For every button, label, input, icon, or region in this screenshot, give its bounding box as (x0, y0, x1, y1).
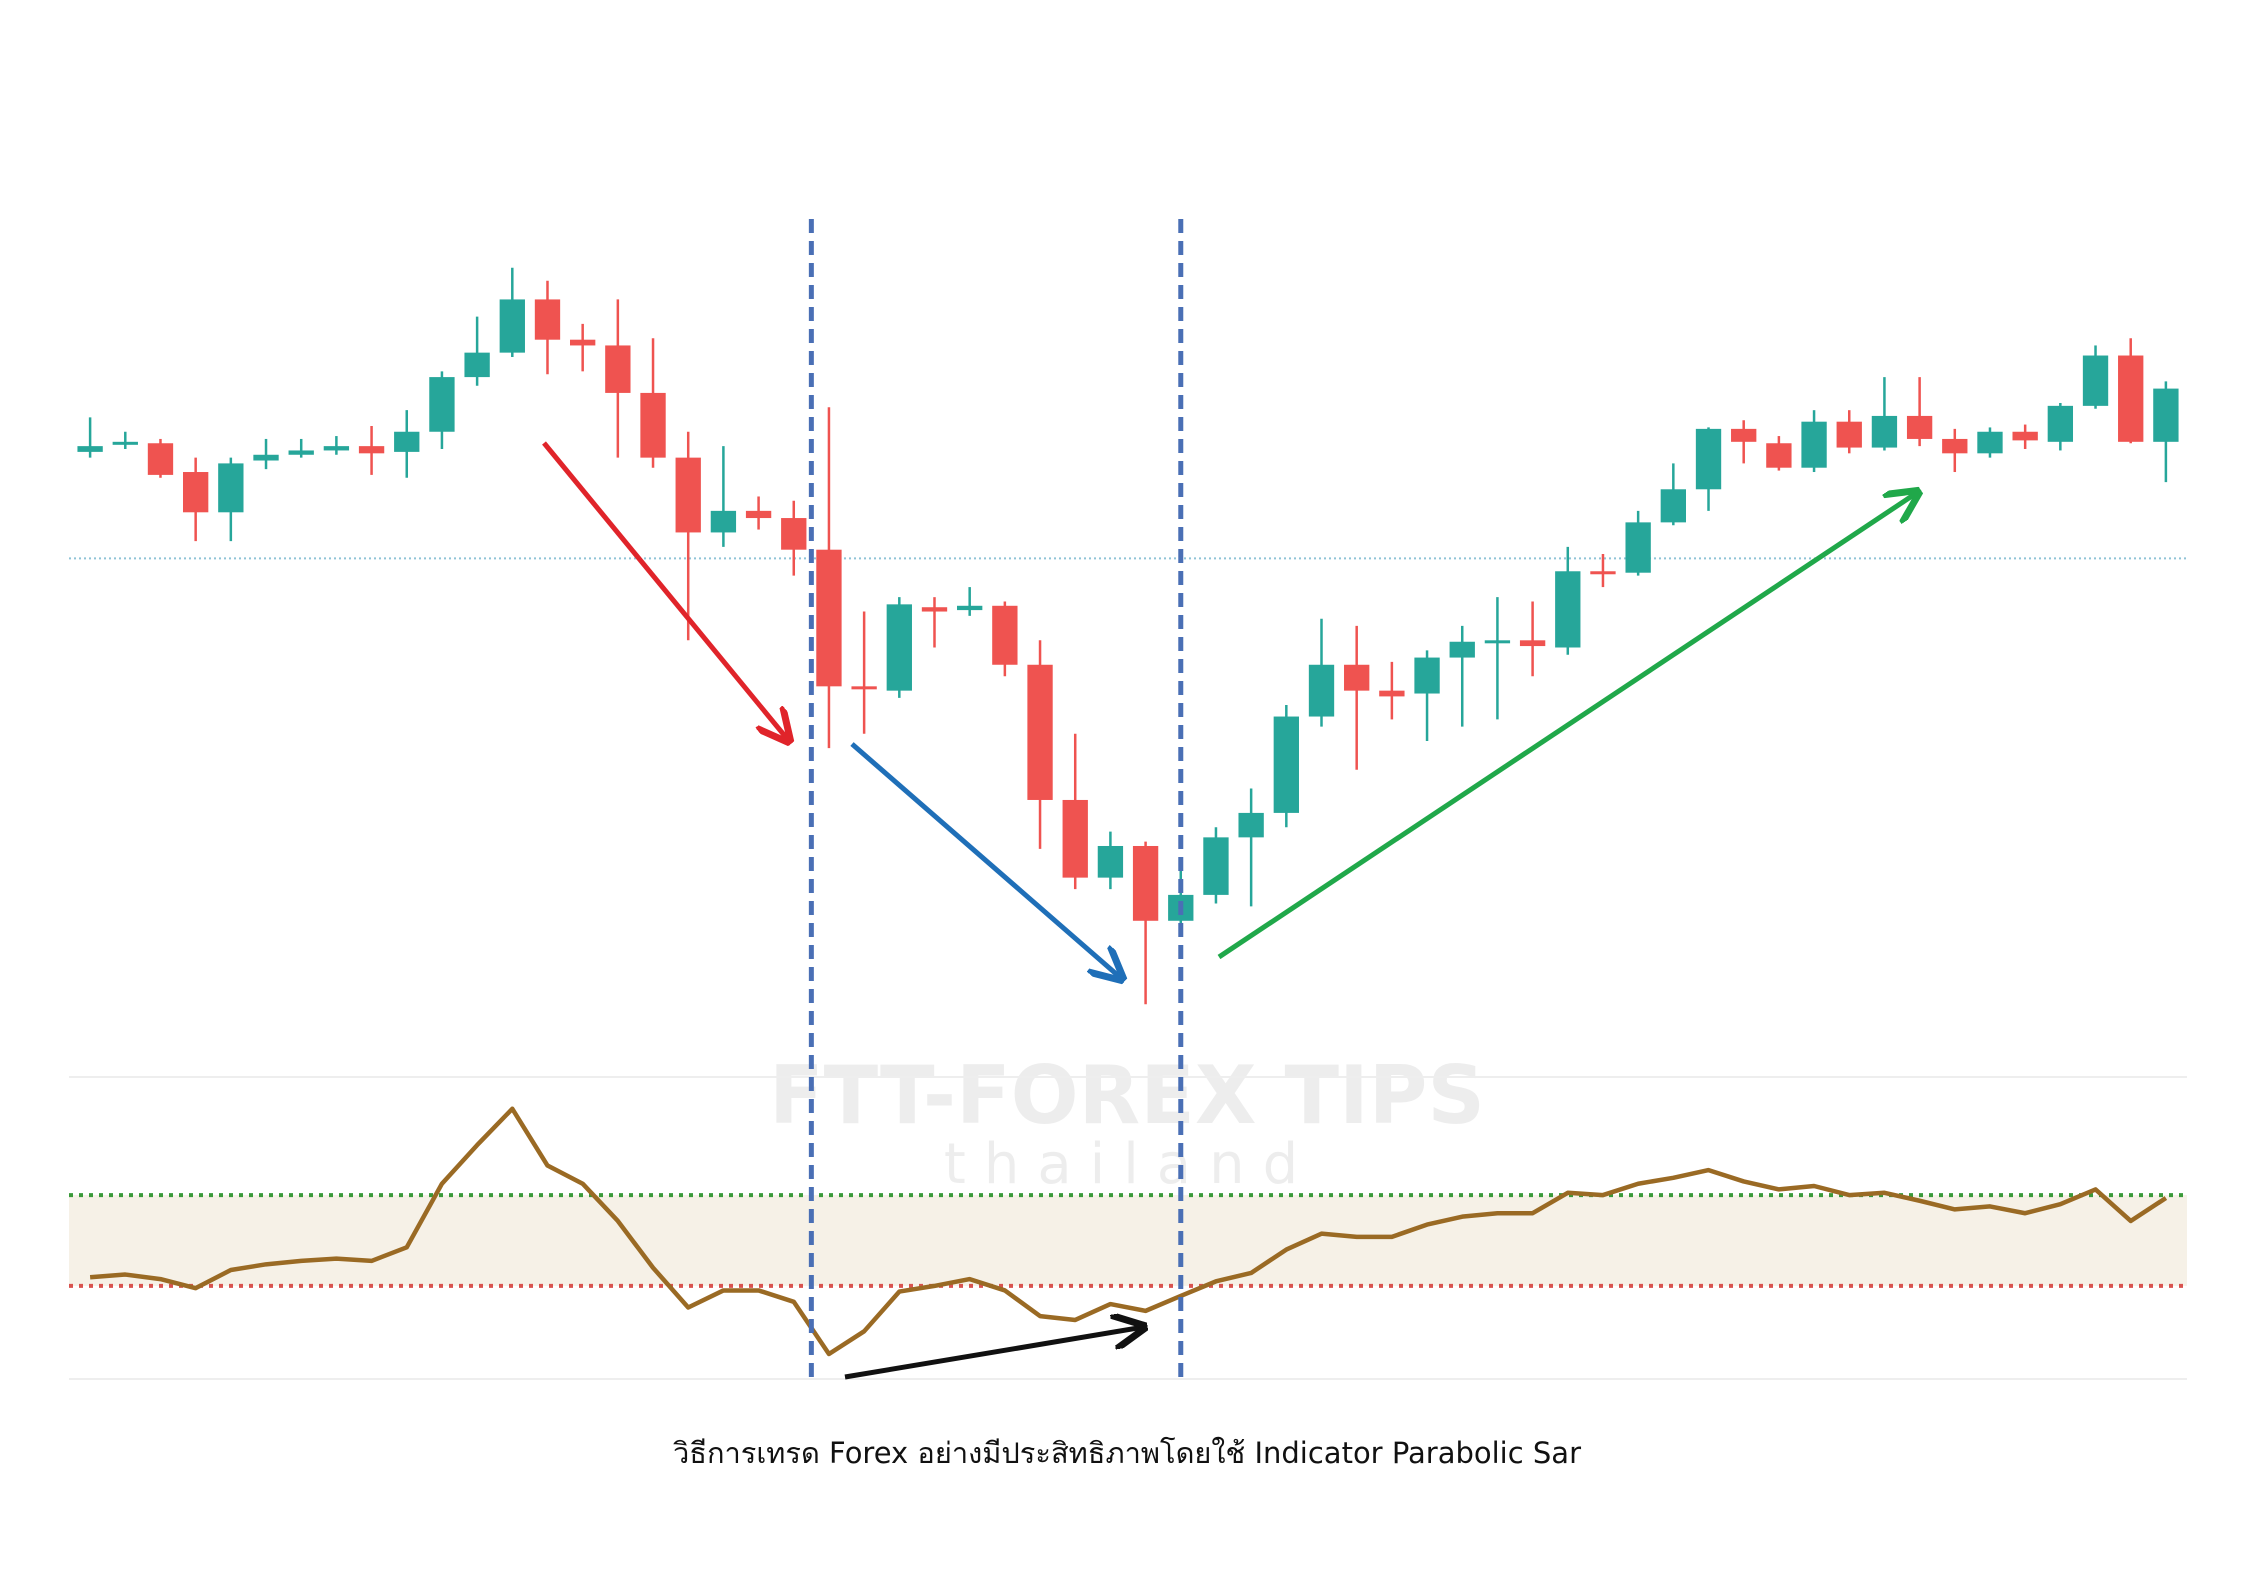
candle-body (534, 299, 561, 340)
candle-body (1097, 845, 1124, 878)
trend-arrow (850, 742, 1122, 979)
candle-body (1027, 664, 1053, 800)
candle-body (77, 446, 103, 452)
trend-arrow (542, 441, 789, 741)
candle-body (851, 686, 877, 690)
candle-body (2082, 355, 2109, 406)
candle-body (2153, 388, 2179, 442)
candle-body (1062, 799, 1088, 878)
candle-body (992, 605, 1018, 665)
candle-body (1836, 421, 1862, 448)
candle-body (464, 352, 490, 378)
candle-body (745, 510, 772, 519)
candle-body (323, 446, 350, 451)
candle-body (1273, 716, 1299, 813)
candle-body (1555, 571, 1581, 648)
candle-body (781, 518, 807, 550)
candle-body (1695, 428, 1722, 490)
candle-body (1484, 640, 1511, 644)
caption: วิธีการเทรด Forex อย่างมีประสิทธิภาพโดยใ… (673, 1436, 1581, 1470)
candle-body (1414, 657, 1440, 694)
candle-body (1906, 415, 1933, 439)
trend-arrow (1217, 492, 1918, 960)
candle-body (1344, 664, 1370, 691)
candle-body (605, 345, 631, 393)
candle-body (1977, 431, 2003, 454)
candle-body (886, 604, 912, 691)
candle-body (1766, 443, 1792, 468)
candle-body (1590, 571, 1616, 575)
candle-body (1308, 664, 1335, 717)
candle-body (1731, 428, 1757, 442)
candle-body (675, 457, 701, 533)
candle-body (288, 450, 314, 455)
candle-body (112, 441, 138, 445)
level-band (69, 1195, 2187, 1286)
candle-body (1379, 690, 1405, 697)
candle-body (2012, 431, 2038, 441)
candle-body (1203, 837, 1229, 895)
candle-body (253, 454, 279, 461)
watermark-title: FTT-FOREX TIPS (769, 1049, 1485, 1142)
candle-body (710, 510, 737, 533)
candle-body (570, 339, 596, 346)
divergence-arrow (844, 1327, 1144, 1380)
candle-body (2047, 405, 2074, 442)
candle-body (147, 443, 174, 475)
candle-body (1132, 845, 1159, 921)
candle-body (182, 472, 209, 513)
candle-body (1801, 421, 1827, 468)
candle-body (218, 463, 244, 513)
candle-body (429, 377, 455, 432)
oscillator-line (89, 1106, 2168, 1357)
candle-body (1238, 812, 1264, 838)
candle-body (1625, 522, 1651, 573)
candle-body (358, 446, 385, 454)
candle-body (1942, 438, 1968, 454)
candle-body (1519, 640, 1546, 647)
candle-body (394, 431, 420, 452)
plot-layer (69, 219, 2187, 1385)
watermark-subtitle: thailand (944, 1132, 1316, 1197)
candle-body (1449, 641, 1475, 658)
candle-body (499, 299, 525, 353)
candle-body (816, 549, 842, 687)
arrows (542, 441, 1918, 1380)
candle-body (921, 607, 948, 612)
candle-body (1871, 415, 1898, 448)
candle-body (1660, 489, 1686, 523)
candle-body (957, 605, 983, 611)
candle-body (2118, 355, 2144, 442)
candle-body (640, 392, 666, 458)
